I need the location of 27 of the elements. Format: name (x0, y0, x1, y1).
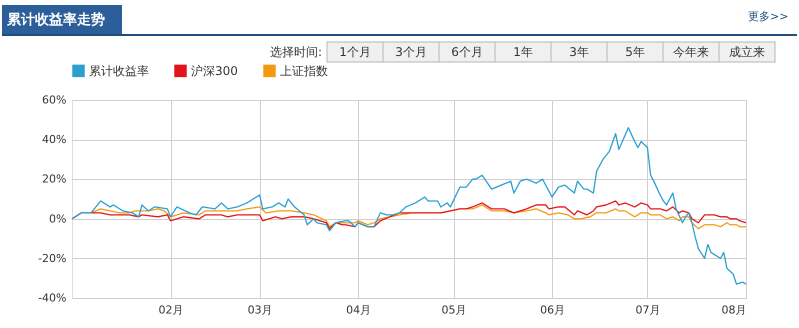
legend-label: 累计收益率 (89, 64, 149, 78)
x-tick-label: 06月 (540, 304, 566, 316)
text: 成立来 (729, 45, 765, 59)
text: 今年来 (673, 45, 709, 59)
y-tick-label: 60% (42, 94, 66, 106)
text: 更多>> (748, 10, 788, 23)
text: 5年 (625, 45, 645, 59)
x-tick-label: 04月 (346, 304, 372, 316)
x-tick-label: 08月 (722, 304, 746, 316)
text: 3年 (569, 45, 589, 59)
text: 3个月 (395, 45, 427, 59)
text: 选择时间: (270, 45, 322, 59)
x-tick-label: 03月 (248, 304, 273, 316)
chart-title: 累计收益率走势 (6, 11, 105, 28)
y-tick-label: -20% (38, 252, 66, 265)
text: 1年 (513, 45, 533, 59)
x-tick-label: 07月 (635, 304, 660, 316)
y-tick-label: -40% (38, 292, 66, 304)
text: 6个月 (451, 45, 483, 59)
x-tick-label: 02月 (158, 304, 184, 316)
y-tick-label: 0% (49, 212, 66, 226)
legend-label: 沪深300 (191, 64, 238, 78)
y-tick-label: 20% (42, 172, 66, 186)
text: 1个月 (339, 45, 371, 59)
x-tick-label: 05月 (442, 304, 467, 316)
legend-label: 上证指数 (280, 64, 328, 78)
y-tick-label: 40% (42, 133, 66, 146)
